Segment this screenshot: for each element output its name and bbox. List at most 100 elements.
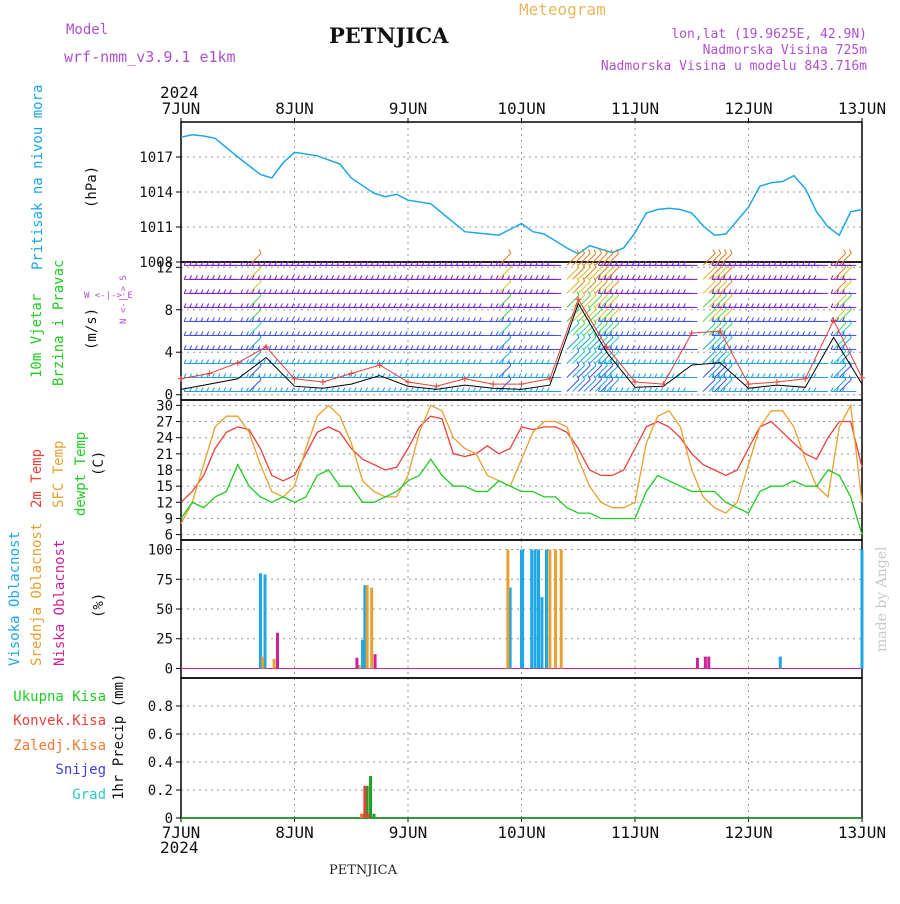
wind-barb-flag bbox=[512, 331, 516, 336]
cloud-bar bbox=[540, 597, 544, 669]
precip-bar bbox=[363, 785, 367, 818]
y-tick-label: 50 bbox=[156, 602, 173, 618]
wind-barb-flag bbox=[665, 317, 669, 322]
wind-barb-flag bbox=[785, 373, 789, 378]
wind-barb-flag bbox=[830, 261, 834, 266]
wind-barb-flag bbox=[603, 289, 607, 294]
wind-barb-flag bbox=[478, 331, 482, 336]
wind-barb-flag bbox=[490, 373, 493, 378]
wind-barb-flag bbox=[717, 261, 720, 266]
wind-barb bbox=[577, 309, 591, 322]
wind-barb-flag bbox=[734, 261, 737, 266]
wind-barb-flag bbox=[478, 387, 482, 392]
wind-barb-flag bbox=[529, 289, 533, 294]
wind-barb-flag bbox=[342, 289, 346, 294]
wind-barb bbox=[572, 379, 585, 392]
wind-barb-flag bbox=[325, 261, 329, 266]
wind-barb-flag bbox=[206, 331, 210, 336]
time-label-bottom: 11JUN bbox=[611, 823, 659, 842]
wind-barb-flag bbox=[189, 345, 193, 350]
wind-barb-flag bbox=[677, 261, 681, 266]
wind-barb-flag bbox=[603, 303, 607, 308]
wind-barb-flag bbox=[524, 359, 527, 364]
wind-barb-flag bbox=[751, 275, 754, 280]
wind-barb-flag bbox=[331, 359, 335, 364]
wind-barb-flag bbox=[455, 373, 459, 378]
wind-barb-flag bbox=[665, 331, 669, 336]
wind-barb-flag bbox=[756, 359, 760, 364]
wind-barb bbox=[600, 365, 614, 378]
lonlat-label: lon,lat (19.9625E, 42.9N) bbox=[671, 27, 867, 42]
wind-barb-flag bbox=[802, 261, 806, 266]
wind-barb bbox=[606, 309, 619, 322]
y-tick-label: 75 bbox=[156, 572, 173, 588]
wind-barb-flag bbox=[393, 387, 397, 392]
wind-barb-flag bbox=[609, 359, 613, 364]
wind-barb-flag bbox=[393, 317, 397, 322]
wind-barb-flag bbox=[576, 333, 580, 338]
wind-barb-flag bbox=[427, 345, 431, 350]
wind-barb-flag bbox=[365, 373, 369, 378]
wind-barb bbox=[583, 309, 597, 322]
wind-barb-flag bbox=[268, 331, 272, 336]
wind-barb-flag bbox=[665, 373, 669, 378]
wind-barb-flag bbox=[217, 359, 221, 364]
wind-barb-flag bbox=[285, 275, 289, 280]
wind-barb-flag bbox=[467, 275, 471, 280]
cloud-bar bbox=[275, 632, 279, 669]
wind-barb-flag bbox=[194, 345, 198, 350]
wind-barb-flag bbox=[582, 291, 586, 296]
wind-barb-flag bbox=[609, 289, 613, 294]
wind-barb-flag bbox=[314, 373, 317, 378]
wind-barb bbox=[498, 267, 512, 280]
wind-barb-flag bbox=[841, 331, 845, 336]
wind-barb-flag bbox=[848, 249, 852, 254]
wind-barb-flag bbox=[802, 359, 806, 364]
wind-barb-flag bbox=[376, 359, 380, 364]
wind-barb-flag bbox=[410, 261, 414, 266]
wind-barb bbox=[566, 281, 580, 294]
wind-barb-flag bbox=[211, 275, 215, 280]
wind-barb-flag bbox=[365, 331, 369, 336]
time-label-top: 7JUN bbox=[162, 99, 201, 118]
wind-barb-flag bbox=[444, 359, 448, 364]
precip-bar bbox=[366, 813, 370, 818]
wind-barb-flag bbox=[473, 261, 476, 266]
wind-barb-flag bbox=[597, 275, 601, 280]
wind-barb-flag bbox=[217, 373, 221, 378]
wind-barb-flag bbox=[280, 331, 283, 336]
wind-barb-flag bbox=[610, 249, 614, 254]
wind-barb-flag bbox=[455, 289, 459, 294]
wind-barb-flag bbox=[582, 347, 586, 352]
wind-barb-flag bbox=[280, 345, 283, 350]
wind-gust-marker bbox=[319, 378, 326, 385]
wind-barb-flag bbox=[541, 387, 544, 392]
wind-barb-flag bbox=[518, 289, 522, 294]
wind-barb-flag bbox=[365, 345, 369, 350]
wind-barb-flag bbox=[813, 275, 817, 280]
wind-barb bbox=[498, 337, 512, 350]
wind-barb-flag bbox=[263, 331, 266, 336]
y-tick-label: 24 bbox=[156, 431, 173, 447]
wind-barb-flag bbox=[427, 373, 431, 378]
wind-barb-flag bbox=[813, 373, 817, 378]
wind-barb-flag bbox=[285, 359, 289, 364]
wind-barb-flag bbox=[495, 359, 499, 364]
wind-barb-flag bbox=[228, 359, 232, 364]
wind-barb-flag bbox=[467, 289, 471, 294]
wind-barb-flag bbox=[257, 359, 261, 364]
wind-barb-flag bbox=[841, 289, 845, 294]
wind-barb-flag bbox=[722, 331, 726, 336]
wind-barb-flag bbox=[597, 373, 601, 378]
wind-barb-flag bbox=[450, 359, 454, 364]
wind-barb-flag bbox=[433, 317, 437, 322]
wind-barb bbox=[838, 379, 852, 392]
wind-barb-flag bbox=[682, 387, 686, 392]
wind-barb-flag bbox=[501, 345, 505, 350]
cloud-ylabel-1: Visoka Oblacnost bbox=[7, 531, 23, 666]
wind-barb bbox=[572, 365, 585, 378]
wind-barb-flag bbox=[609, 331, 613, 336]
wind-barb-flag bbox=[461, 303, 465, 308]
wind-barb-flag bbox=[671, 275, 675, 280]
wind-barb-flag bbox=[359, 387, 363, 392]
